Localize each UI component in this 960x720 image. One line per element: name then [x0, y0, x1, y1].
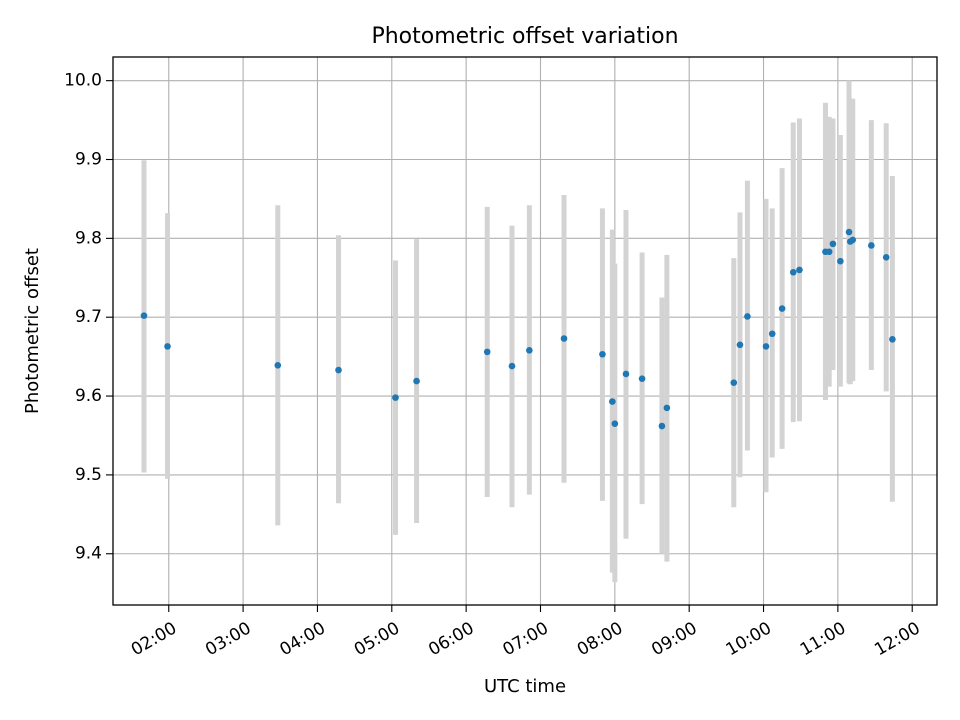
data-point	[599, 350, 606, 358]
data-point	[622, 370, 630, 378]
y-tick-label: 10.0	[64, 71, 102, 91]
data-point	[140, 312, 148, 319]
y-tick-label: 9.8	[75, 228, 102, 248]
data-point	[413, 377, 420, 385]
data-point	[796, 266, 803, 274]
data-point	[837, 257, 844, 265]
data-point	[392, 394, 399, 401]
data-point	[730, 379, 738, 386]
y-tick-label: 9.6	[75, 386, 102, 406]
data-point	[882, 253, 890, 261]
data-point	[825, 248, 833, 256]
data-point	[868, 242, 875, 249]
data-point	[778, 305, 786, 312]
data-point	[744, 313, 751, 320]
data-point	[274, 361, 282, 369]
x-axis-label: UTC time	[484, 676, 566, 697]
data-point	[663, 404, 671, 412]
data-point	[789, 268, 797, 276]
data-point	[849, 236, 857, 244]
plot-frame	[112, 56, 938, 606]
data-point	[164, 343, 171, 350]
data-point	[736, 341, 744, 349]
y-tick-label: 9.7	[75, 307, 102, 327]
data-point	[829, 240, 837, 248]
data-point	[889, 335, 896, 343]
y-tick-label: 9.4	[75, 544, 102, 564]
data-point	[526, 347, 533, 354]
data-point	[845, 228, 853, 236]
y-tick-label: 9.5	[75, 465, 102, 485]
data-point	[638, 375, 646, 383]
data-point	[762, 343, 770, 350]
plot-area	[113, 57, 937, 605]
data-point	[508, 362, 516, 370]
y-axis-label: Photometric offset	[22, 248, 43, 414]
data-point	[560, 335, 568, 342]
data-point	[609, 398, 616, 405]
data-points	[140, 228, 896, 430]
data-point	[768, 330, 776, 338]
data-point	[483, 348, 491, 356]
y-axis-ticks: 9.4 9.5 9.6 9.7 9.8 9.9 10.0	[64, 71, 113, 564]
y-tick-label: 9.9	[75, 150, 102, 170]
chart-title: Photometric offset variation	[371, 24, 678, 49]
data-point	[611, 420, 619, 427]
data-point	[335, 366, 342, 374]
data-point	[658, 422, 666, 430]
